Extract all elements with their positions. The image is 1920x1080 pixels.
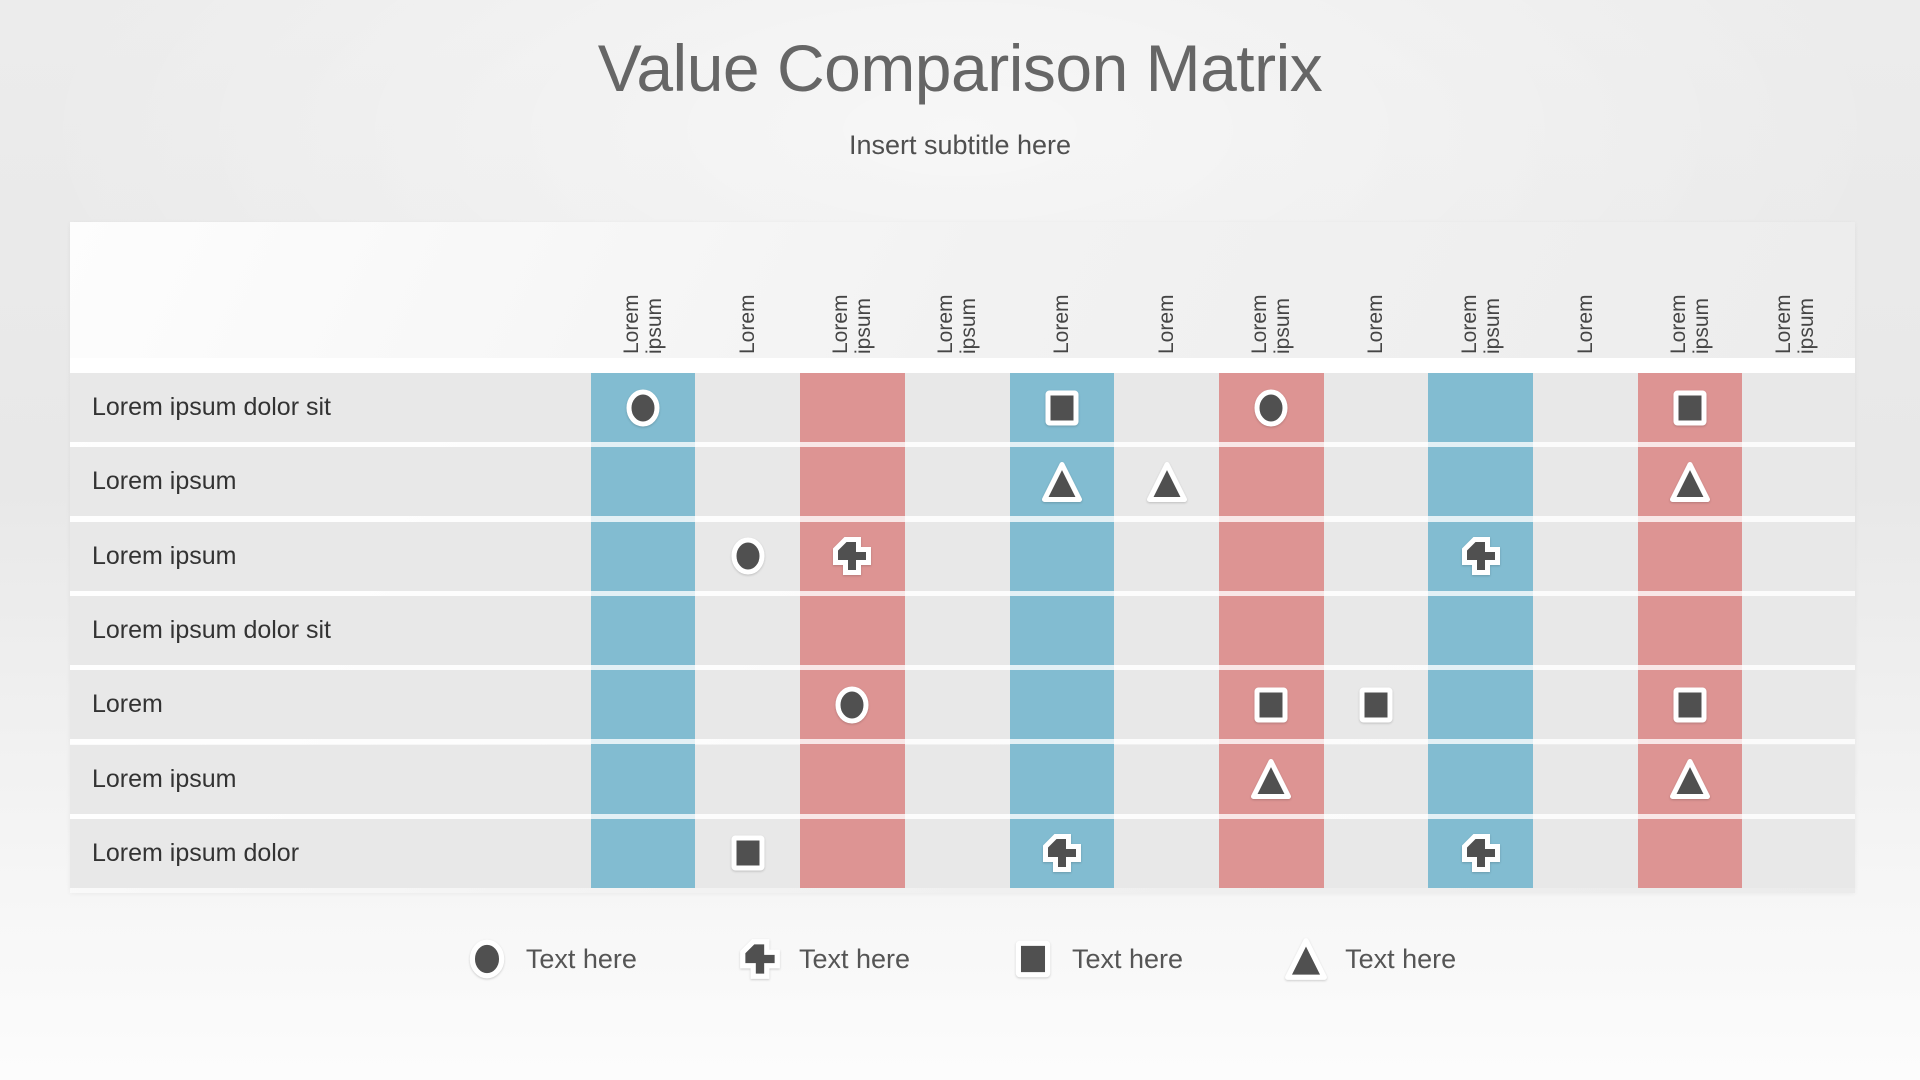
matrix-cell-symbol [830, 683, 874, 727]
row-label: Lorem ipsum dolor [92, 838, 300, 867]
table-row [70, 447, 1855, 517]
matrix-panel: Lorem ipsum Lorem Lorem ipsum Lorem ipsum Lo… [70, 222, 1855, 893]
legend: Text here Text here Text here Text here [0, 936, 1920, 982]
matrix-row-bands [70, 222, 1855, 893]
column-highlight-band-blue [1009, 373, 1115, 888]
column-highlight-band-red [1637, 373, 1743, 888]
row-label: Lorem ipsum dolor sit [92, 615, 331, 644]
row-separator [70, 813, 1855, 819]
triangle-icon [1146, 461, 1187, 502]
matrix-cell-symbol [1040, 460, 1084, 504]
matrix-cell-symbol [1249, 683, 1293, 727]
matrix-cell-symbol [1040, 831, 1084, 875]
table-row [70, 670, 1855, 740]
square-icon [1359, 687, 1393, 723]
table-row [70, 744, 1855, 814]
column-highlight-band-red [1218, 373, 1324, 888]
table-row [70, 818, 1855, 888]
square-icon [1015, 940, 1051, 978]
circle-icon [1254, 389, 1288, 426]
legend-label: Text here [798, 943, 910, 974]
matrix-cell-symbol [1040, 386, 1084, 430]
matrix-symbols [70, 222, 1855, 893]
legend-item: Text here [1283, 936, 1456, 982]
matrix-cell-symbol [1668, 683, 1712, 727]
matrix-cell-symbol [1459, 831, 1503, 875]
circle-icon [469, 939, 505, 979]
row-separator [70, 590, 1855, 596]
row-separator [70, 516, 1855, 522]
triangle-icon [1670, 759, 1711, 799]
matrix-cell-symbol [1668, 460, 1712, 504]
triangle-icon [1041, 461, 1082, 502]
row-label: Lorem ipsum [92, 467, 237, 496]
table-row [70, 521, 1855, 591]
row-label: Lorem ipsum [92, 764, 237, 793]
square-icon [1045, 390, 1079, 425]
triangle-icon [1285, 938, 1327, 980]
column-highlight-band-blue [590, 373, 696, 888]
matrix-cell-symbol [1249, 386, 1293, 430]
row-separator [70, 739, 1855, 745]
row-separator [70, 442, 1855, 448]
legend-item: Text here [464, 936, 637, 982]
matrix-column-bands [70, 222, 1855, 893]
legend-label: Text here [525, 943, 637, 974]
square-icon [731, 835, 765, 871]
matrix-cell-symbol [1668, 757, 1712, 801]
cross-icon [1461, 834, 1500, 873]
legend-item: Text here [1010, 936, 1183, 982]
square-icon [1673, 390, 1707, 425]
row-label: Lorem ipsum dolor sit [92, 393, 331, 421]
matrix-cell-symbol [726, 831, 770, 875]
matrix-cell-symbol [726, 534, 770, 578]
legend-label: Text here [1345, 943, 1457, 974]
header-separator [70, 358, 1855, 373]
circle-icon [731, 537, 765, 575]
row-label: Lorem [92, 690, 163, 719]
legend-label: Text here [1072, 943, 1184, 974]
matrix-row-labels: Lorem ipsum dolor sit Lorem ipsum Lorem ip… [70, 222, 1855, 893]
cross-icon [1461, 537, 1500, 576]
matrix-cell-symbol [1145, 460, 1189, 504]
cross-icon [740, 939, 780, 979]
page-subtitle: Insert subtitle here [848, 130, 1072, 160]
matrix-cell-symbol [830, 534, 874, 578]
triangle-icon [1251, 759, 1292, 799]
table-row [70, 595, 1855, 665]
row-separator [70, 664, 1855, 671]
page-title: Value Comparison Matrix [597, 31, 1323, 105]
matrix-cell-symbol [1249, 757, 1293, 801]
matrix-cell-symbol [1354, 683, 1398, 727]
square-icon [1254, 687, 1288, 723]
matrix-cell-symbol [621, 386, 665, 430]
matrix-cell-symbol [1459, 534, 1503, 578]
cross-icon [1042, 834, 1081, 873]
circle-icon [626, 389, 660, 426]
triangle-icon [1670, 461, 1711, 502]
table-row [70, 373, 1855, 442]
cross-icon [833, 537, 872, 576]
row-label: Lorem ipsum [92, 541, 237, 570]
legend-item: Text here [737, 936, 910, 982]
circle-icon [835, 686, 869, 724]
column-highlight-band-blue [1428, 373, 1533, 888]
column-highlight-band-red [800, 373, 905, 888]
matrix-cell-symbol [1668, 386, 1712, 430]
matrix-row-separators [70, 222, 1855, 893]
square-icon [1673, 687, 1707, 723]
